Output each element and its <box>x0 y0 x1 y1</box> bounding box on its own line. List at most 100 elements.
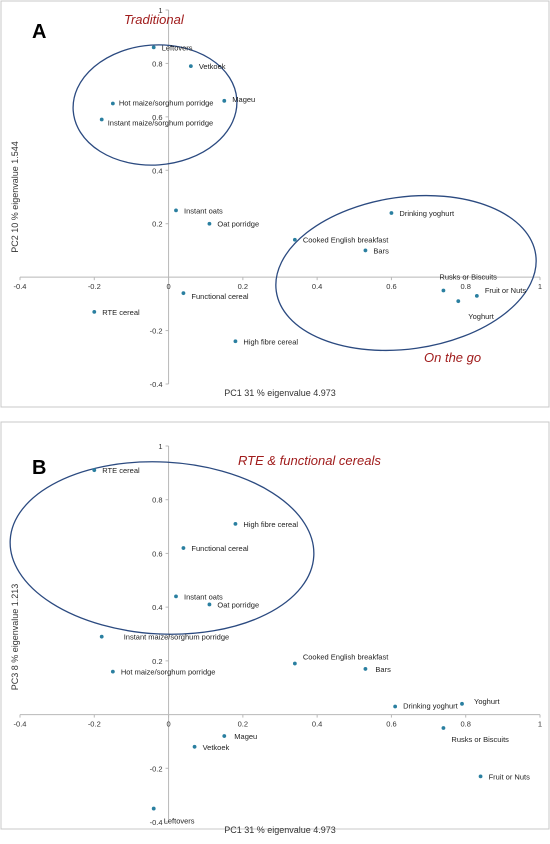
y-tick-label: -0.4 <box>150 818 163 827</box>
x-tick-label: 1 <box>538 720 542 729</box>
x-tick-label: 0.4 <box>312 720 322 729</box>
point-label: Vetkoek <box>203 743 230 752</box>
data-point <box>222 98 227 103</box>
point-label: Leftovers <box>164 817 195 826</box>
x-tick-label: 0.6 <box>386 282 396 291</box>
point-label: Drinking yoghurt <box>403 702 459 711</box>
data-point <box>110 669 115 674</box>
point-label: Instant maize/sorghum porridge <box>108 119 213 128</box>
data-point <box>474 293 479 298</box>
data-point <box>92 468 97 473</box>
data-point <box>441 288 446 293</box>
point-label: Yoghurt <box>468 312 494 321</box>
point-label: Rusks or Biscuits <box>439 273 497 282</box>
point-label: RTE cereal <box>102 466 140 475</box>
data-point <box>207 602 212 607</box>
point-label: Bars <box>375 665 391 674</box>
y-tick-label: 0.8 <box>152 59 162 68</box>
y-tick-label: 0.6 <box>152 549 162 558</box>
point-label: Functional cereal <box>191 544 248 553</box>
data-point <box>110 101 115 106</box>
data-point <box>389 211 394 215</box>
x-axis-title: PC1 31 % eigenvalue 4.973 <box>224 825 336 835</box>
y-tick-label: -0.4 <box>150 380 163 389</box>
x-tick-label: 0 <box>166 720 170 729</box>
panel-letter: A <box>32 21 46 43</box>
x-tick-label: 1 <box>538 282 542 291</box>
y-tick-label: 1 <box>158 442 162 451</box>
point-label: Mageu <box>234 732 257 741</box>
data-point <box>292 661 297 666</box>
panel-A: -0.4 -0.2 0 0.2 0.4 0.6 0.8 1 -0.4 -0.2 0.2 0.4 0.6 0… <box>0 0 550 408</box>
point-label: Fruit or Nuts <box>485 286 527 295</box>
y-axis-title: PC3 8 % eigenvalue 1.213 <box>10 584 20 691</box>
x-tick-label: 0.2 <box>238 282 248 291</box>
y-tick-label: 1 <box>158 6 162 15</box>
x-tick-label: 0 <box>166 282 170 291</box>
point-label: Oat porridge <box>217 220 259 229</box>
y-tick-label: 0.6 <box>152 113 162 122</box>
point-label: Cooked English breakfast <box>303 236 389 245</box>
data-point <box>393 704 398 709</box>
x-axis-title: PC1 31 % eigenvalue 4.973 <box>224 388 336 398</box>
point-label: High fibre cereal <box>243 337 298 346</box>
group-label: On the go <box>424 350 481 365</box>
panel-B: -0.4 -0.2 0 0.2 0.4 0.6 0.8 1 -0.4 -0.2 0.2 0.4 0.6 0… <box>0 421 550 835</box>
group-ellipse <box>72 44 238 166</box>
point-label: High fibre cereal <box>243 520 298 529</box>
point-label: Drinking yoghurt <box>399 209 455 218</box>
data-point <box>456 299 461 304</box>
data-point <box>460 701 464 706</box>
data-point <box>292 237 297 242</box>
x-tick-label: 0.8 <box>460 282 470 291</box>
point-label: Instant oats <box>184 206 223 215</box>
point-label: Leftovers <box>162 43 193 52</box>
point-label: Vetkoek <box>199 62 226 71</box>
data-point <box>181 546 186 550</box>
x-tick-label: 0.4 <box>312 282 322 291</box>
data-point <box>92 309 97 314</box>
group-ellipse <box>275 194 537 352</box>
point-label: RTE cereal <box>102 308 140 317</box>
x-tick-label: -0.4 <box>14 720 27 729</box>
x-tick-label: 0.6 <box>386 720 396 729</box>
data-point <box>151 806 156 811</box>
data-point <box>441 726 446 730</box>
data-point <box>222 734 227 738</box>
y-tick-label: 0.4 <box>152 166 162 175</box>
x-tick-label: -0.2 <box>88 720 101 729</box>
data-point <box>181 291 186 296</box>
point-label: Oat porridge <box>217 600 259 609</box>
panel-letter: B <box>32 457 46 479</box>
point-label: Hot maize/sorghum porridge <box>119 99 214 108</box>
data-point <box>192 744 197 749</box>
x-tick-label: -0.4 <box>14 282 27 291</box>
x-tick-label: -0.2 <box>88 282 101 291</box>
panel-frame <box>0 421 550 830</box>
data-point <box>99 634 104 639</box>
x-tick-label: 0.2 <box>238 720 248 729</box>
data-point <box>363 667 368 671</box>
y-tick-label: -0.2 <box>150 327 163 336</box>
group-label: Traditional <box>124 12 185 27</box>
data-point <box>233 339 238 344</box>
point-label: Functional cereal <box>191 292 248 301</box>
y-tick-label: 0.2 <box>152 220 162 229</box>
data-point <box>478 774 483 779</box>
data-point <box>207 221 212 226</box>
data-point <box>174 594 178 599</box>
y-tick-label: 0.2 <box>152 657 162 666</box>
x-tick-label: 0.8 <box>460 720 470 729</box>
point-label: Cooked English breakfast <box>303 653 389 662</box>
point-label: Mageu <box>232 95 255 104</box>
point-label: Yoghurt <box>474 697 500 706</box>
point-label: Rusks or Biscuits <box>451 735 509 744</box>
group-label: RTE & functional cereals <box>238 453 381 468</box>
y-tick-label: -0.2 <box>150 764 163 773</box>
data-point <box>151 45 156 50</box>
data-point <box>99 117 104 122</box>
point-label: Fruit or Nuts <box>489 772 531 781</box>
data-point <box>188 64 193 68</box>
data-point <box>363 248 368 253</box>
data-point <box>174 208 178 213</box>
